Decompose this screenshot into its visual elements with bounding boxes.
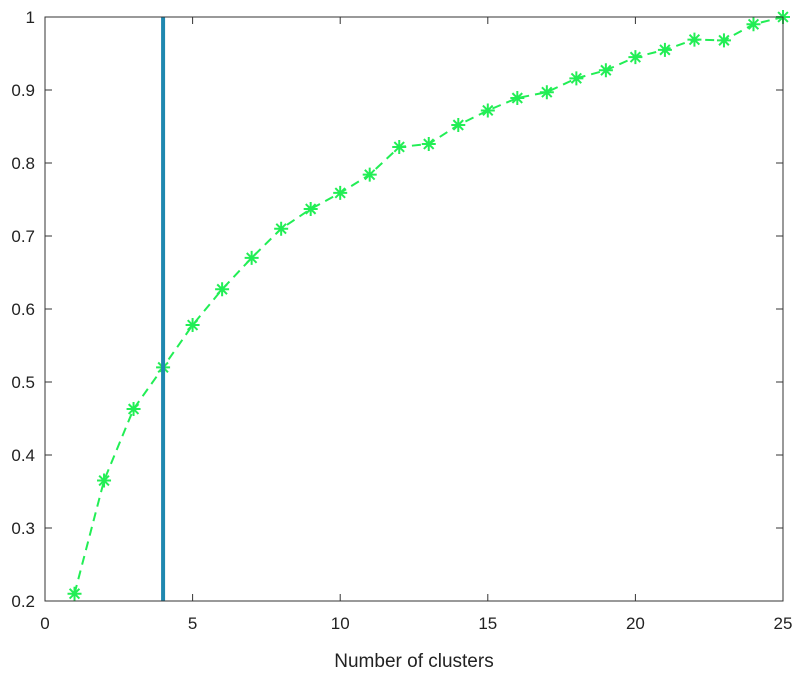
data-point-marker: [628, 50, 643, 65]
y-tick-label: 1: [26, 8, 35, 27]
data-point-marker: [421, 137, 436, 152]
data-point-marker: [687, 32, 702, 47]
asterisk-marker-icon: [569, 71, 584, 86]
data-point-marker: [333, 185, 348, 200]
data-point-marker: [215, 282, 230, 297]
data-point-marker: [569, 71, 584, 86]
y-tick-label: 0.8: [11, 154, 35, 173]
data-point-marker: [362, 167, 377, 182]
asterisk-marker-icon: [126, 402, 141, 417]
data-point-marker: [244, 250, 259, 265]
asterisk-marker-icon: [362, 167, 377, 182]
asterisk-marker-icon: [274, 221, 289, 236]
series-line: [73, 16, 784, 594]
data-point-marker: [480, 103, 495, 118]
data-point-marker: [126, 402, 141, 417]
data-point-marker: [716, 33, 731, 48]
marks-layer: [67, 10, 790, 601]
data-point-marker: [657, 42, 672, 57]
data-point-marker: [746, 17, 761, 32]
asterisk-marker-icon: [746, 17, 761, 32]
asterisk-marker-icon: [598, 63, 613, 78]
x-axis-label: Number of clusters: [334, 651, 493, 672]
asterisk-marker-icon: [657, 42, 672, 57]
asterisk-marker-icon: [303, 201, 318, 216]
data-point-marker: [598, 63, 613, 78]
data-point-marker: [539, 85, 554, 100]
asterisk-marker-icon: [421, 137, 436, 152]
y-tick-label: 0.7: [11, 227, 35, 246]
y-tick-label: 0.2: [11, 592, 35, 611]
asterisk-marker-icon: [185, 318, 200, 333]
y-tick-label: 0.3: [11, 519, 35, 538]
asterisk-marker-icon: [67, 586, 82, 601]
ticks-layer: 0 5 10 15 20 25 0.2 0.3 0.4 0.5 0.6 0.7 0.8 0.9 1: [11, 8, 792, 633]
asterisk-marker-icon: [215, 282, 230, 297]
data-point-marker: [510, 91, 525, 106]
data-point-marker: [67, 586, 82, 601]
y-tick-label: 0.5: [11, 373, 35, 392]
data-point-marker: [451, 118, 466, 133]
plot-frame: [44, 16, 784, 602]
asterisk-marker-icon: [451, 118, 466, 133]
x-tick-label: 25: [774, 614, 793, 633]
asterisk-marker-icon: [480, 103, 495, 118]
asterisk-marker-icon: [628, 50, 643, 65]
asterisk-marker-icon: [392, 139, 407, 154]
asterisk-marker-icon: [97, 473, 112, 488]
x-tick-label: 0: [40, 614, 49, 633]
x-tick-label: 10: [331, 614, 350, 633]
data-point-marker: [392, 139, 407, 154]
data-point-marker: [185, 318, 200, 333]
x-tick-label: 5: [188, 614, 197, 633]
asterisk-marker-icon: [716, 33, 731, 48]
x-tick-label: 20: [626, 614, 645, 633]
y-tick-label: 0.4: [11, 446, 35, 465]
y-tick-label: 0.6: [11, 300, 35, 319]
data-point-marker: [97, 473, 112, 488]
data-point-marker: [274, 221, 289, 236]
data-point-marker: [303, 201, 318, 216]
asterisk-marker-icon: [539, 85, 554, 100]
asterisk-marker-icon: [687, 32, 702, 47]
x-tick-label: 15: [478, 614, 497, 633]
asterisk-marker-icon: [244, 250, 259, 265]
y-tick-label: 0.9: [11, 81, 35, 100]
asterisk-marker-icon: [333, 185, 348, 200]
asterisk-marker-icon: [510, 91, 525, 106]
